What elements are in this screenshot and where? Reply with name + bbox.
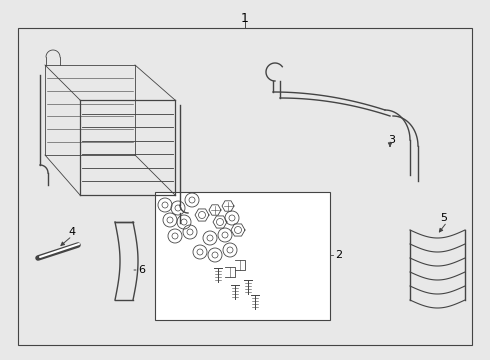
Bar <box>155 192 330 320</box>
Text: 4: 4 <box>68 227 75 237</box>
Text: 3: 3 <box>388 135 395 145</box>
Text: 1: 1 <box>241 12 249 24</box>
Text: 2: 2 <box>335 250 342 260</box>
Bar <box>18 28 472 345</box>
Text: 5: 5 <box>440 213 447 223</box>
Text: 6: 6 <box>138 265 145 275</box>
